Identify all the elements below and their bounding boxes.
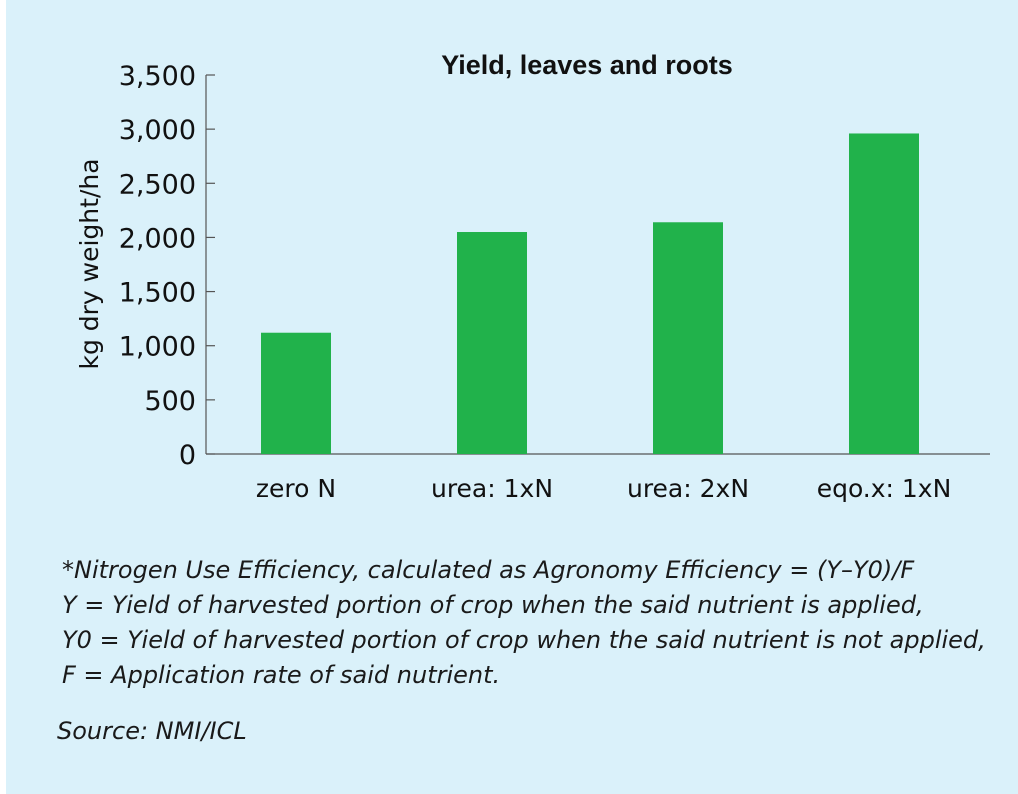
footnote-line: F = Application rate of said nutrient. [62, 661, 501, 689]
y-tick-label: 2,500 [119, 169, 196, 200]
bar [849, 133, 919, 454]
y-tick-label: 0 [179, 440, 196, 471]
y-tick-label: 3,500 [119, 61, 196, 92]
chart-title: Yield, leaves and roots [441, 50, 733, 80]
plot-area: 0 500 1,000 1,500 2,000 2,500 3,000 3,500 zero N… [119, 61, 990, 503]
footnote-line: Y0 = Yield of harvested portion of crop … [62, 626, 986, 654]
y-axis-label: kg dry weight/ha [75, 158, 104, 369]
x-tick-label: zero N [256, 474, 336, 503]
y-tick-label: 1,500 [119, 278, 196, 309]
x-tick-label: urea: 1xN [431, 474, 553, 503]
y-tick-label: 1,000 [119, 332, 196, 363]
bar-chart: Yield, leaves and roots kg dry weight/ha… [75, 50, 990, 503]
footnote: *Nitrogen Use Efficiency, calculated as … [62, 553, 1012, 693]
footnote-line: Y = Yield of harvested portion of crop w… [62, 591, 924, 619]
bar [457, 232, 527, 454]
bar [653, 222, 723, 454]
y-tick-label: 2,000 [119, 223, 196, 254]
x-tick-label: urea: 2xN [627, 474, 749, 503]
y-tick-label: 3,000 [119, 115, 196, 146]
footnote-line: *Nitrogen Use Efficiency, calculated as … [62, 556, 915, 584]
y-tick-label: 500 [144, 386, 196, 417]
bar [261, 332, 331, 454]
source-note: Source: NMI/ICL [57, 717, 247, 745]
x-tick-label: eqo.x: 1xN [817, 474, 952, 503]
